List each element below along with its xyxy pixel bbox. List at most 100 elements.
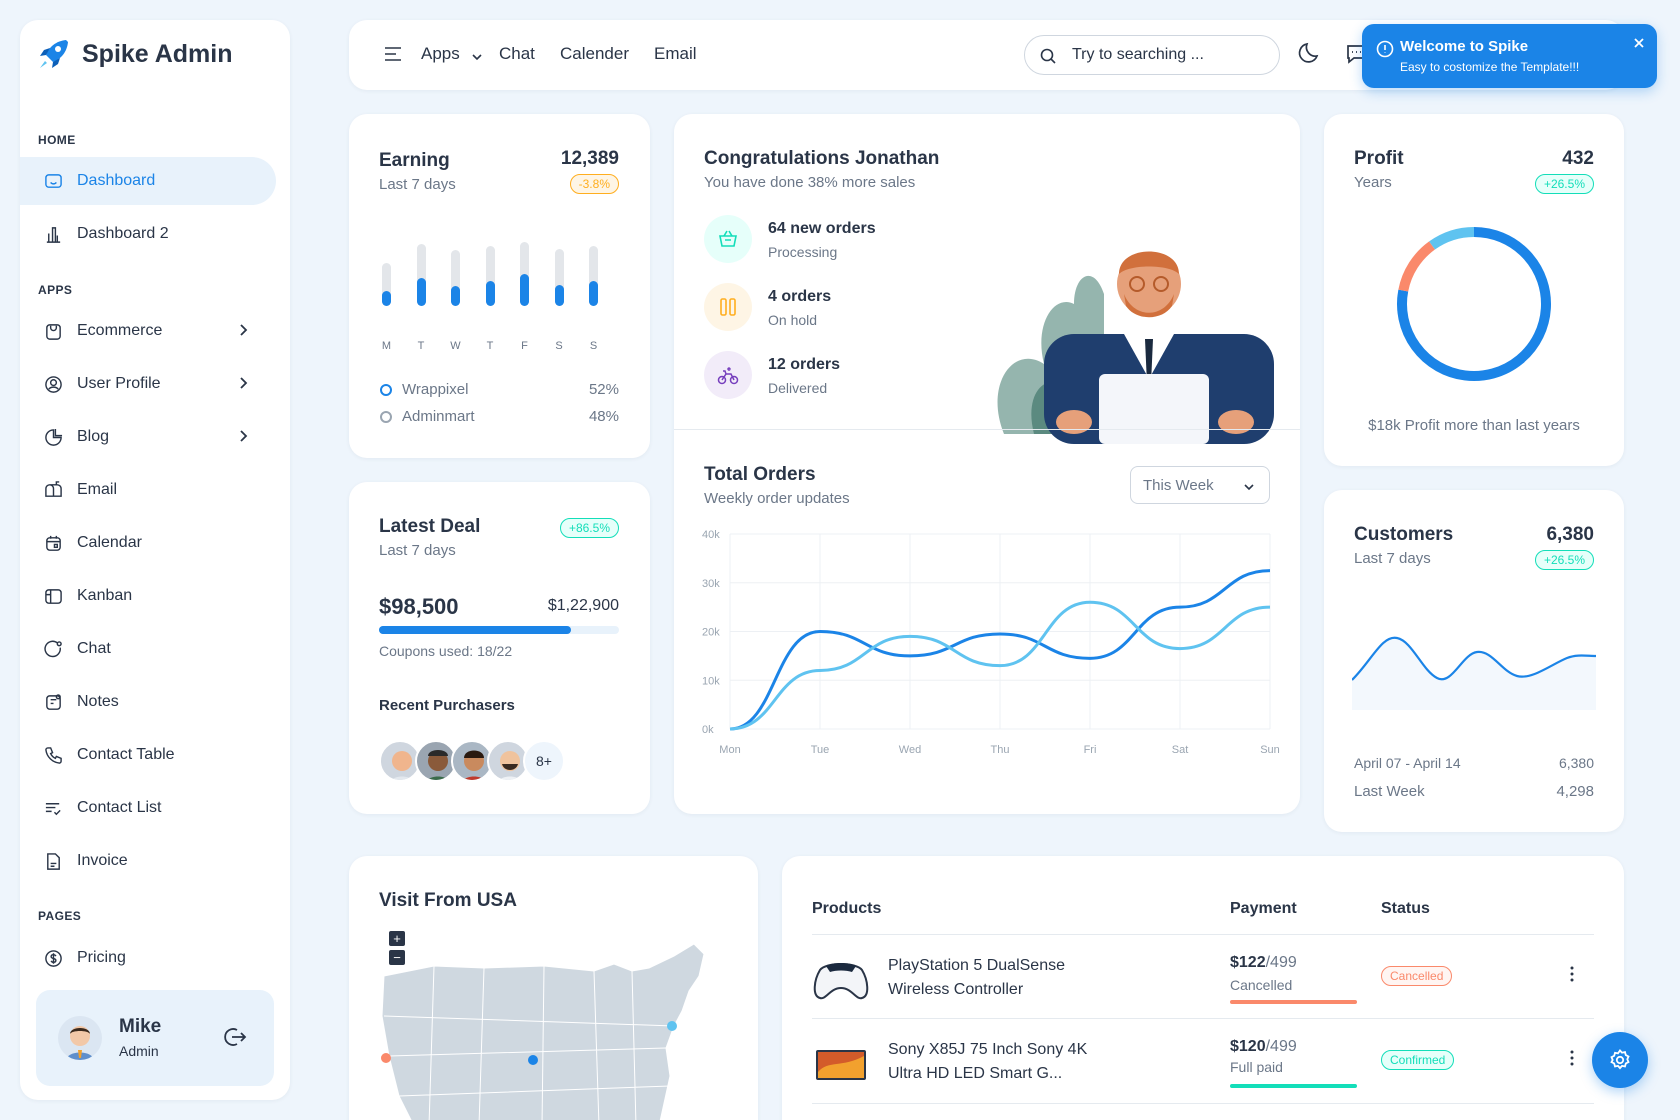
- sidebar-item-label: Ecommerce: [77, 322, 163, 339]
- sidebar-item-contact-list[interactable]: Contact List: [20, 784, 276, 832]
- section-pages-label: PAGES: [38, 909, 82, 923]
- orders-series-line-2[interactable]: [729, 600, 1271, 731]
- table-row[interactable]: Sony X85J 75 Inch Sony 4K Ultra HD LED S…: [812, 1038, 1594, 1108]
- sidebar-item-pricing[interactable]: Pricing: [20, 934, 276, 982]
- table-header-payment: Payment: [1230, 900, 1297, 917]
- sidebar-item-label: Contact Table: [77, 746, 175, 763]
- deal-target: $1,22,900: [547, 597, 619, 614]
- sidebar-item-label: Dashboard 2: [77, 225, 169, 242]
- legend-label: Wrappixel: [402, 381, 469, 398]
- payment-total: /499: [1265, 954, 1297, 971]
- sidebar-item-calendar[interactable]: Calendar: [20, 519, 276, 567]
- menu-toggle-icon[interactable]: [383, 45, 403, 63]
- profit-donut-chart: [1397, 227, 1551, 381]
- logout-icon[interactable]: [222, 1024, 248, 1050]
- week-filter-value: This Week: [1143, 477, 1214, 494]
- sidebar-item-label: Contact List: [77, 799, 162, 816]
- avatar[interactable]: [487, 740, 529, 782]
- sidebar-item-label: Kanban: [77, 587, 133, 604]
- dark-mode-moon-icon[interactable]: [1297, 40, 1323, 66]
- sidebar-item-invoice[interactable]: Invoice: [20, 837, 276, 885]
- sidebar-item-label: Email: [77, 481, 118, 498]
- legend-dot-wrappixel: [380, 384, 392, 396]
- sidebar-item-dashboard-2[interactable]: Dashboard 2: [20, 210, 276, 258]
- sidebar-item-email[interactable]: Email: [20, 466, 276, 514]
- y-tick-label: 40k: [702, 529, 720, 541]
- customers-period: April 07 - April 14: [1354, 755, 1461, 771]
- more-purchasers-count[interactable]: 8+: [523, 740, 565, 782]
- profit-value: 432: [1562, 148, 1594, 169]
- header-link-calender[interactable]: Calender: [560, 44, 629, 63]
- header-link-apps[interactable]: Apps: [421, 44, 460, 63]
- sidebar-item-dashboard[interactable]: Dashboard: [20, 157, 276, 205]
- earning-bar-track: [485, 245, 495, 306]
- basket-icon: [704, 215, 752, 263]
- sidebar-item-label: Pricing: [77, 949, 126, 966]
- user-name: Mike: [119, 1016, 162, 1037]
- avatar[interactable]: [451, 740, 493, 782]
- earning-bar-track: [589, 245, 598, 306]
- settings-fab-button[interactable]: [1592, 1032, 1648, 1088]
- sidebar-item-notes[interactable]: Notes: [20, 678, 276, 726]
- sidebar-item-ecommerce[interactable]: Ecommerce: [20, 307, 276, 355]
- sidebar-item-blog[interactable]: Blog: [20, 413, 276, 461]
- x-tick-label: Sun: [1260, 744, 1280, 756]
- earning-bar-track: [382, 262, 391, 306]
- y-tick-label: 10k: [702, 675, 720, 687]
- status-badge: Cancelled: [1381, 966, 1453, 986]
- earning-bar[interactable]: [416, 278, 426, 306]
- order-item-sub: Delivered: [768, 380, 828, 396]
- close-icon[interactable]: [1632, 36, 1646, 50]
- customers-change-badge: +26.5%: [1534, 550, 1594, 570]
- earning-bar[interactable]: [382, 290, 391, 306]
- sidebar: Spike Admin HOME Dashboard Dashboard 2 A…: [20, 20, 290, 1100]
- chevron-down-icon[interactable]: [471, 50, 483, 62]
- sidebar-item-kanban[interactable]: Kanban: [20, 572, 276, 620]
- table-row[interactable]: PlayStation 5 DualSense Wireless Control…: [812, 954, 1594, 1024]
- earning-day-label: S: [589, 340, 598, 352]
- gear-icon: [1610, 1049, 1630, 1070]
- earning-bar[interactable]: [520, 273, 529, 306]
- earning-bar-track: [416, 244, 426, 306]
- sidebar-item-chat[interactable]: Chat: [20, 625, 276, 673]
- order-item-title: 64 new orders: [768, 220, 876, 237]
- map-zoom-out-button[interactable]: −: [389, 950, 405, 965]
- avatar[interactable]: [415, 740, 457, 782]
- sidebar-item-user-profile[interactable]: User Profile: [20, 360, 276, 408]
- user-profile-card: Mike Admin: [36, 990, 274, 1086]
- more-vertical-icon[interactable]: [1570, 966, 1574, 982]
- search-input[interactable]: Try to searching ...: [1072, 46, 1204, 63]
- earning-bar[interactable]: [485, 280, 495, 306]
- order-item-title: 4 orders: [768, 288, 832, 305]
- payment-amount: $122/499: [1230, 954, 1297, 972]
- map-zoom-in-button[interactable]: +: [389, 931, 405, 946]
- earning-change-badge: -3.8%: [569, 174, 619, 194]
- avatar[interactable]: [58, 1016, 102, 1060]
- search-bar[interactable]: Try to searching ...: [1024, 35, 1280, 75]
- earning-bar[interactable]: [451, 286, 460, 306]
- rocket-logo-icon[interactable]: [36, 36, 72, 72]
- payment-price: $120: [1230, 1038, 1266, 1055]
- sidebar-item-contact-table[interactable]: Contact Table: [20, 731, 276, 779]
- calendar-icon: [43, 533, 63, 553]
- total-orders-title: Total Orders: [704, 464, 816, 485]
- customers-sparkline: [1352, 636, 1596, 710]
- earning-card: Earning Last 7 days 12,389 -3.8% M T W T F S S…: [349, 114, 650, 458]
- search-icon: [1039, 47, 1057, 65]
- order-item-sub: On hold: [768, 312, 818, 328]
- earning-bar-track: [554, 248, 564, 306]
- orders-series-line-1[interactable]: [729, 569, 1271, 731]
- congrats-subtitle: You have done 38% more sales: [704, 174, 916, 191]
- toast-title: Welcome to Spike: [1400, 38, 1529, 55]
- profit-footer: $18k Profit more than last years: [1368, 417, 1580, 434]
- order-item-sub: Processing: [768, 244, 838, 260]
- header-link-email[interactable]: Email: [654, 44, 697, 63]
- more-vertical-icon[interactable]: [1570, 1050, 1574, 1066]
- week-filter-select[interactable]: This Week: [1130, 466, 1270, 504]
- header-link-chat[interactable]: Chat: [499, 44, 535, 63]
- earning-bar[interactable]: [589, 280, 598, 306]
- earning-bar[interactable]: [554, 285, 564, 306]
- legend-value: 48%: [588, 408, 619, 425]
- user-role: Admin: [119, 1043, 159, 1059]
- x-tick-label: Fri: [1084, 744, 1097, 756]
